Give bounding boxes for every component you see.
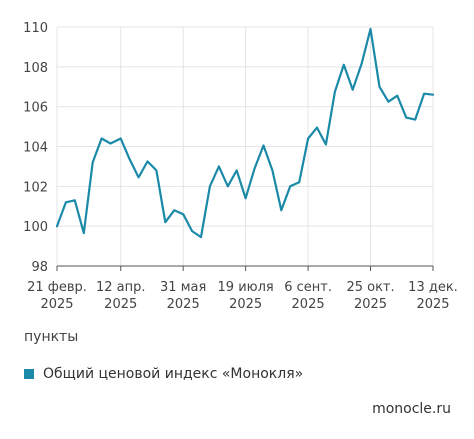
legend-label: Общий ценовой индекс «Монокля» (43, 366, 304, 382)
y-tick-label: 104 (23, 141, 48, 156)
legend: Общий ценовой индекс «Монокля» (24, 366, 303, 382)
plot-area (55, 27, 435, 239)
x-tick-label: 31 мая (160, 280, 206, 295)
x-tick-year-label: 2025 (354, 297, 387, 312)
source-label: monocle.ru (372, 401, 451, 417)
y-tick-label: 108 (23, 61, 48, 76)
x-axis: 21 февр. 2025 12 апр. 2025 31 мая 2025 19 июля… (27, 265, 458, 312)
x-tick-label: 12 апр. (96, 280, 146, 295)
x-tick-year-label: 2025 (292, 297, 325, 312)
x-tick-label: 13 дек. (408, 280, 458, 295)
y-axis-unit-label: пункты (24, 329, 79, 345)
x-tick-year-label: 2025 (104, 297, 137, 312)
x-tick-label: 21 февр. (27, 280, 87, 295)
y-tick-label: 110 (23, 21, 48, 36)
y-tick-label: 98 (31, 260, 48, 275)
legend-swatch (24, 369, 34, 379)
x-tick-label: 6 сент. (284, 280, 332, 295)
chart-grid (56, 26, 434, 267)
y-axis: 98 100 102 104 106 108 110 (23, 21, 48, 275)
x-tick-label: 19 июля (218, 280, 274, 295)
x-tick-year-label: 2025 (229, 297, 262, 312)
x-tick-label: 25 окт. (346, 280, 394, 295)
series-line (55, 27, 435, 239)
x-tick-year-label: 2025 (416, 297, 449, 312)
x-tick-year-label: 2025 (167, 297, 200, 312)
y-tick-label: 106 (23, 101, 48, 116)
y-tick-label: 100 (23, 220, 48, 235)
x-tick-year-label: 2025 (40, 297, 73, 312)
y-tick-label: 102 (23, 180, 48, 195)
